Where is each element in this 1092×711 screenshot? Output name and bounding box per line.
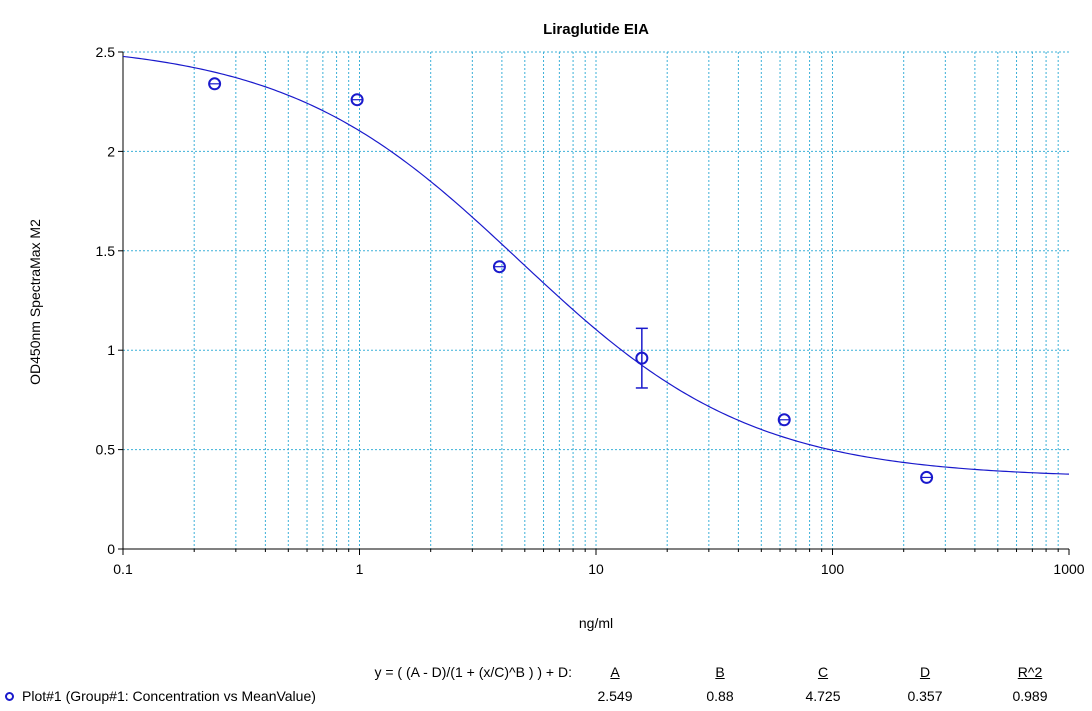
y-tick-label: 0.5: [96, 442, 116, 458]
x-axis-label: ng/ml: [579, 615, 613, 631]
y-axis-label: OD450nm SpectraMax M2: [27, 219, 43, 385]
y-tick-label: 2: [107, 143, 115, 159]
fit-value-a: 2.549: [597, 688, 633, 704]
tick-labels: 0 0.5 1 1.5 2 2.5 0.1 1 10 100 1000: [96, 44, 1085, 577]
data-point: [208, 77, 222, 91]
legend-circle-icon: [5, 692, 14, 701]
grid-lines: [123, 51, 1069, 549]
x-tick-label: 1000: [1053, 561, 1084, 577]
y-tick-label: 0: [107, 541, 115, 557]
fit-curve: [122, 55, 1070, 475]
axes: [118, 51, 1070, 555]
fit-value-b: 0.88: [706, 688, 734, 704]
fit-header-c: C: [817, 664, 829, 680]
fit-equation: y = ( (A - D)/(1 + (x/C)^B ) ) + D:: [374, 664, 572, 680]
data-point: [635, 351, 649, 365]
fit-equation-row: y = ( (A - D)/(1 + (x/C)^B ) ) + D: A B …: [0, 664, 1092, 684]
data-point: [492, 260, 506, 274]
fit-value-c: 4.725: [805, 688, 841, 704]
legend-row: Plot#1 (Group#1: Concentration vs MeanVa…: [0, 688, 1092, 708]
x-tick-label: 100: [821, 561, 845, 577]
legend-series-name: Plot#1 (Group#1: Concentration vs MeanVa…: [22, 688, 316, 704]
data-point: [777, 413, 791, 427]
x-tick-label: 1: [356, 561, 364, 577]
data-point: [350, 93, 364, 107]
fit-header-d: D: [919, 664, 931, 680]
y-tick-label: 1: [107, 342, 115, 358]
x-tick-label: 10: [588, 561, 604, 577]
y-tick-label: 1.5: [96, 243, 116, 259]
data-points: [208, 77, 934, 484]
data-point: [920, 470, 934, 484]
fit-header-a: A: [610, 664, 620, 680]
chart-title: Liraglutide EIA: [543, 21, 649, 38]
fit-value-d: 0.357: [907, 688, 943, 704]
fit-value-r2: 0.989: [1012, 688, 1048, 704]
x-tick-label: 0.1: [113, 561, 133, 577]
fit-header-r2: R^2: [1017, 664, 1043, 680]
fit-header-b: B: [715, 664, 725, 680]
y-tick-label: 2.5: [96, 44, 116, 60]
